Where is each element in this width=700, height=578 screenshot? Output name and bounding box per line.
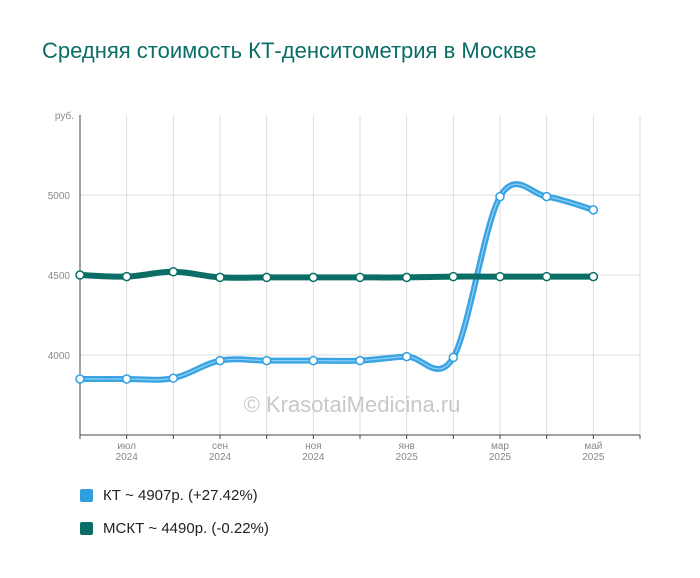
data-point [121,271,132,282]
data-point [75,374,85,384]
x-tick-label-year: 2024 [116,452,139,463]
x-tick-label-year: 2025 [582,452,605,463]
x-tick-label-month: янв [399,441,415,452]
x-tick-label-month: ноя [305,441,322,452]
data-point [355,355,365,366]
watermark: © KrasotaiMedicina.ru [244,392,461,417]
data-point [308,272,319,283]
data-point [215,272,225,283]
data-point [495,271,505,282]
data-point [541,191,552,202]
data-point [168,267,179,277]
data-point [401,351,412,362]
series-mskt [75,267,599,283]
data-point [215,355,225,366]
data-point [401,272,412,283]
x-tick-label-month: сен [212,441,228,452]
x-tick-label-year: 2025 [396,452,419,463]
series-line-highlight [79,183,594,381]
y-unit-label: руб. [55,110,74,122]
data-point [355,272,365,283]
x-tick-label-month: мар [491,441,509,452]
data-point [448,271,459,282]
data-point [495,191,505,202]
data-point [588,271,599,282]
x-tick-label-month: май [584,441,602,452]
series-line [77,268,597,281]
x-tick-label-year: 2024 [209,452,232,463]
legend-item-mskt[interactable]: МСКТ ~ 4490р. (-0.22%) [80,520,269,537]
x-tick-label-year: 2025 [489,452,512,463]
series-group [75,181,599,384]
data-point [448,352,459,363]
series-line [77,181,597,383]
data-point [168,373,179,383]
data-point [261,355,272,366]
x-tick-label-year: 2024 [302,452,325,463]
data-point [261,272,272,283]
y-tick-label: 5000 [48,191,71,202]
data-point [75,270,85,280]
legend-label-mskt: МСКТ ~ 4490р. (-0.22%) [103,520,269,537]
axes: 400045005000руб.июл2024сен2024ноя2024янв… [48,110,641,463]
y-tick-label: 4500 [48,271,71,282]
y-tick-label: 4000 [48,351,71,362]
data-point [541,271,552,282]
data-point [588,205,599,215]
legend-label-kt: КТ ~ 4907р. (+27.42%) [103,487,258,504]
legend-item-kt[interactable]: КТ ~ 4907р. (+27.42%) [80,487,258,504]
data-point [308,355,319,366]
series-kt [75,181,599,384]
chart-title: Средняя стоимость КТ-денситометрия в Мос… [42,38,537,63]
legend-swatch-mskt [80,522,93,535]
x-tick-label-month: июл [117,441,136,452]
legend-swatch-kt [80,489,93,502]
data-point [121,374,132,384]
